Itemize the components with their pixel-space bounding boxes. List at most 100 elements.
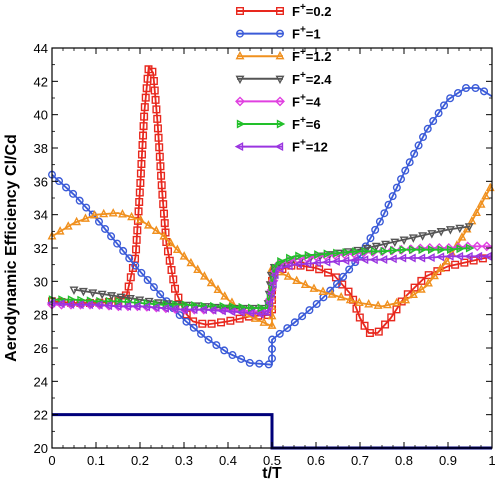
data-point: [220, 346, 229, 355]
data-point: [226, 316, 235, 325]
data-point: [418, 245, 427, 255]
data-point: [144, 65, 153, 74]
data-point: [397, 175, 406, 184]
data-point: [437, 245, 446, 255]
data-point: [181, 300, 191, 310]
y-tick-label: 40: [34, 108, 48, 123]
data-point: [131, 261, 140, 270]
data-point: [392, 183, 401, 192]
data-point: [217, 306, 226, 316]
data-point: [423, 124, 432, 133]
data-point: [140, 103, 149, 112]
data-point: [267, 320, 277, 329]
data-point: [350, 255, 359, 265]
data-point: [198, 319, 207, 328]
data-point: [193, 264, 203, 273]
data-point: [388, 254, 397, 264]
data-point: [84, 300, 94, 310]
y-axis-title: Aerodynamic Efficiency Cl/Cd: [3, 134, 20, 362]
data-point: [429, 116, 438, 125]
data-point: [465, 243, 475, 253]
data-point: [118, 209, 127, 218]
data-point: [304, 250, 314, 260]
x-tick-label: 0.3: [175, 453, 193, 468]
series-5: [48, 243, 475, 313]
data-point: [136, 178, 145, 187]
x-tick-label: 0.1: [87, 453, 105, 468]
data-point: [472, 207, 481, 217]
legend-label: F+=6: [292, 115, 321, 132]
y-tick-label: 26: [34, 341, 48, 356]
data-point: [199, 271, 209, 280]
data-point: [257, 303, 266, 313]
data-point: [446, 245, 456, 254]
data-point: [268, 279, 277, 289]
data-point: [156, 290, 165, 299]
data-point: [235, 314, 244, 323]
data-point: [56, 299, 65, 309]
data-point: [107, 292, 117, 301]
data-point: [369, 255, 378, 265]
data-point: [418, 232, 428, 241]
data-point: [97, 290, 107, 300]
data-point: [228, 351, 237, 360]
data-point: [390, 238, 400, 248]
legend-marker: [276, 29, 285, 38]
legend-label: F+=0.2: [292, 2, 331, 19]
data-point: [89, 209, 99, 219]
legend-label-base: F: [292, 117, 300, 132]
data-point: [207, 305, 217, 315]
data-point: [143, 276, 152, 285]
data-point: [122, 301, 132, 311]
data-point: [471, 83, 480, 92]
legend-label-value: =2.4: [306, 72, 332, 87]
data-point: [344, 287, 353, 296]
data-point: [399, 245, 408, 255]
legend-label-value: =1.2: [306, 49, 332, 64]
data-point: [361, 246, 371, 256]
data-point: [374, 327, 383, 336]
data-point: [137, 150, 146, 159]
y-tick-label: 22: [34, 408, 48, 423]
y-tick-label: 28: [34, 308, 48, 323]
legend-item: F+=12: [234, 138, 328, 155]
series-group: [46, 65, 495, 369]
legend-marker: [235, 96, 245, 107]
data-point: [318, 286, 328, 295]
series-line: [51, 87, 493, 366]
data-point: [333, 248, 342, 258]
axes: [51, 47, 493, 449]
data-point: [127, 211, 137, 221]
data-point: [141, 93, 150, 102]
data-point: [460, 258, 469, 267]
data-point: [158, 190, 167, 199]
data-point: [268, 344, 277, 353]
data-point: [169, 304, 179, 314]
data-point: [72, 216, 82, 226]
data-point: [336, 291, 346, 301]
x-tick-label: 0.7: [351, 453, 369, 468]
legend-item: F+=6: [236, 115, 321, 132]
legend-marker: [235, 50, 245, 60]
data-point: [165, 256, 174, 265]
data-point: [108, 208, 118, 217]
y-tick-label: 36: [34, 174, 48, 189]
data-point: [417, 276, 426, 285]
data-point: [302, 259, 312, 269]
data-point: [160, 303, 169, 313]
data-point: [141, 302, 151, 312]
data-point: [126, 273, 135, 282]
data-point: [481, 241, 492, 252]
data-point: [456, 244, 465, 254]
data-point: [384, 200, 393, 209]
data-point: [107, 232, 116, 241]
data-point: [401, 294, 411, 304]
data-point: [81, 213, 90, 222]
data-point: [152, 105, 161, 114]
legend-label: F+=1.2: [292, 47, 331, 64]
legend-label-value: =1: [306, 27, 321, 42]
data-point: [161, 228, 170, 237]
y-tick-label: 34: [34, 208, 48, 223]
data-point: [160, 219, 169, 228]
data-point: [204, 335, 213, 344]
